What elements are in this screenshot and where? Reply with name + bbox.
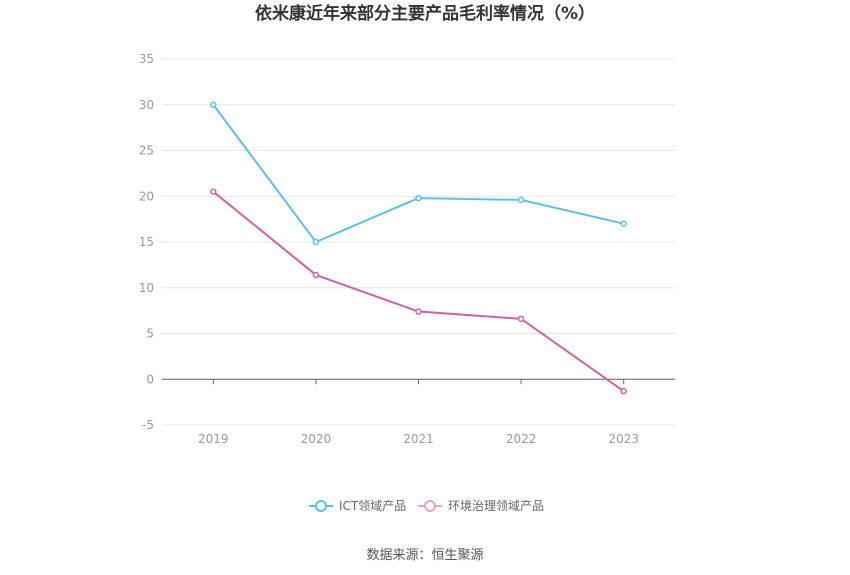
data-point-0-1 xyxy=(312,238,320,246)
series-line-1 xyxy=(212,190,625,392)
data-point-1-0 xyxy=(210,188,217,195)
legend-marker-ict xyxy=(315,500,327,512)
chart-title: 依米康近年来部分主要产品毛利率情况（%） xyxy=(255,3,595,24)
data-point-1-1 xyxy=(312,271,320,279)
legend-label-ict: ICT领域产品 xyxy=(339,499,406,513)
x-tick-label: 2021 xyxy=(403,432,434,446)
y-tick-label: 10 xyxy=(139,281,154,295)
data-point-1-2 xyxy=(415,308,422,315)
x-tick-label: 2019 xyxy=(198,432,229,446)
legend-item-ict[interactable]: ICT领域产品 xyxy=(309,499,406,513)
data-point-0-0 xyxy=(210,101,217,108)
series-group xyxy=(210,101,627,395)
data-point-0-3 xyxy=(517,196,525,204)
y-tick-label: 15 xyxy=(139,235,154,249)
x-tick-label: 2022 xyxy=(506,432,537,446)
y-tick-label: 20 xyxy=(139,189,154,203)
y-tick-label: 0 xyxy=(146,372,154,386)
y-tick-label: 35 xyxy=(139,52,154,66)
data-point-1-4 xyxy=(620,387,627,395)
data-point-1-3 xyxy=(517,315,525,323)
data-point-0-4 xyxy=(620,220,627,227)
y-tick-label: -5 xyxy=(142,418,154,432)
x-tick-label: 2020 xyxy=(301,432,332,446)
series-line-0 xyxy=(212,104,624,244)
data-point-0-2 xyxy=(415,194,422,202)
data-source: 数据来源：恒生聚源 xyxy=(366,548,483,563)
legend-item-env[interactable]: 环境治理领域产品 xyxy=(418,498,544,513)
legend[interactable]: ICT领域产品 环境治理领域产品 xyxy=(309,498,544,513)
x-axis: 2019 2020 2021 2022 2023 xyxy=(162,378,675,446)
y-axis: 35 30 25 20 15 10 5 0 -5 xyxy=(139,52,154,432)
legend-marker-env xyxy=(424,500,436,512)
x-tick-label: 2023 xyxy=(608,432,639,446)
y-tick-label: 25 xyxy=(139,144,154,158)
legend-label-env: 环境治理领域产品 xyxy=(448,498,544,513)
y-tick-label: 5 xyxy=(146,327,154,341)
grid xyxy=(162,58,675,426)
y-tick-label: 30 xyxy=(139,98,154,112)
